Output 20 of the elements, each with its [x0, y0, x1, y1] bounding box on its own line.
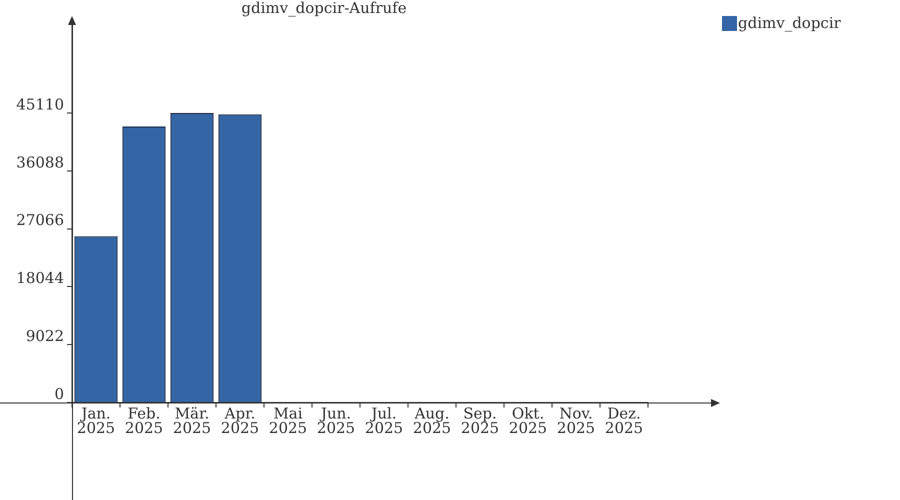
y-tick-label: 36088 [16, 153, 64, 172]
x-tick-label: Okt. 2025 [508, 404, 548, 437]
chart-title: gdimv_dopcir-Aufrufe [241, 0, 407, 17]
x-tick-label: Jul. 2025 [364, 404, 404, 437]
y-tick-label: 27066 [16, 211, 64, 230]
x-tick-label: Apr. 2025 [220, 404, 260, 437]
x-tick-label: Jan. 2025 [76, 404, 116, 437]
x-tick-label: Feb. 2025 [124, 404, 164, 437]
x-tick-label: Mär. 2025 [172, 404, 212, 437]
y-tick-label: 18044 [16, 269, 64, 288]
x-tick-label: Sep. 2025 [460, 404, 500, 437]
legend-label: gdimv_dopcir [738, 14, 842, 32]
y-tick-label: 45110 [16, 95, 64, 114]
x-tick-label: Dez. 2025 [604, 404, 644, 437]
y-tick-label: 9022 [26, 326, 64, 345]
y-tick-label: 0 [54, 384, 64, 403]
x-tick-label: Jun. 2025 [316, 404, 356, 437]
x-tick-label: Aug. 2025 [412, 404, 452, 437]
x-tick-label: Mai 2025 [268, 404, 308, 437]
x-tick-label: Nov. 2025 [556, 404, 596, 437]
